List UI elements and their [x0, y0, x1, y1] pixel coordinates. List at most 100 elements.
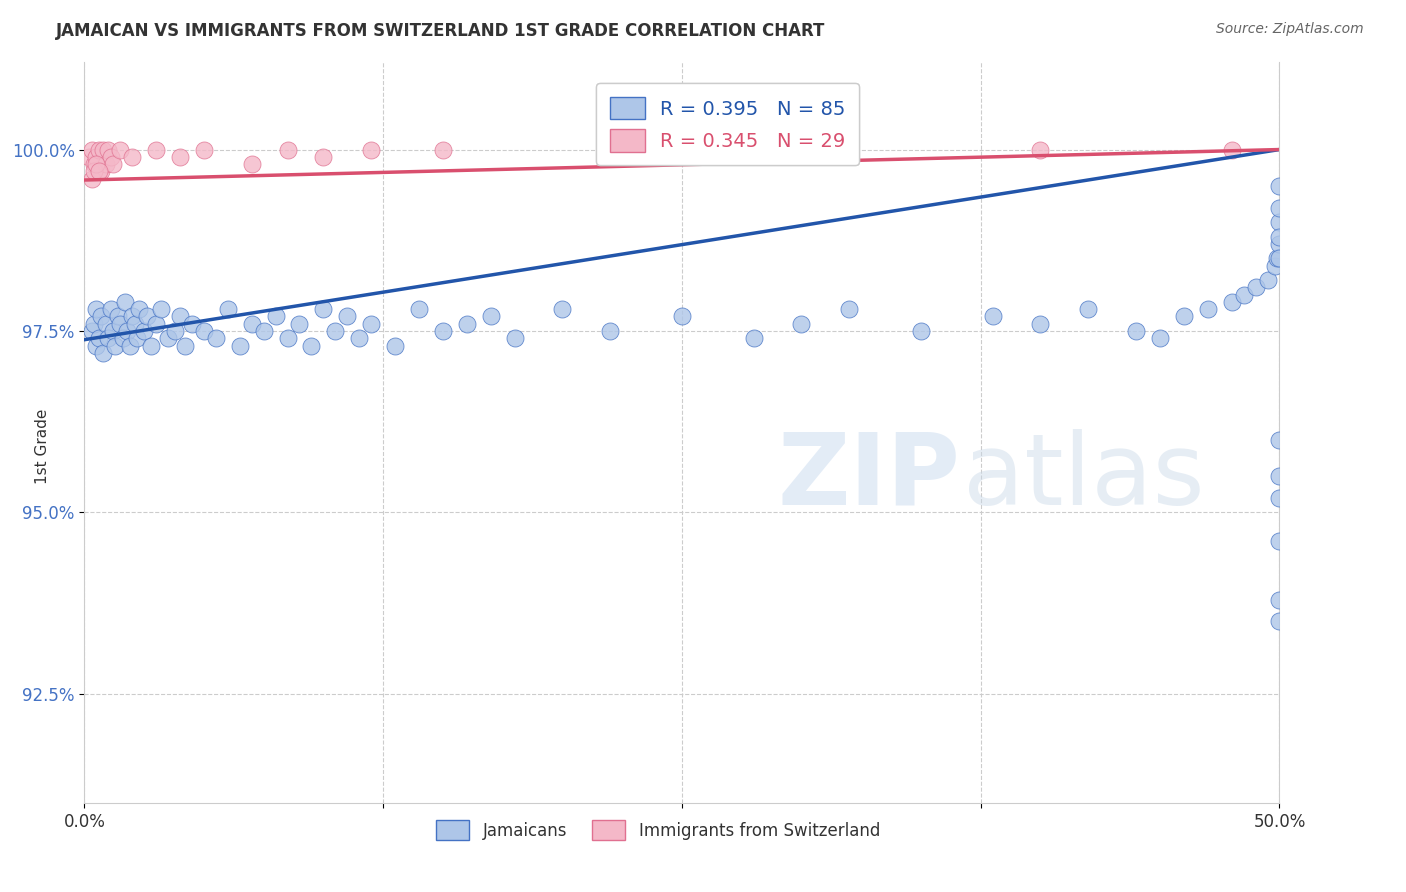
Point — [87, 143, 110, 157]
Point — [551, 302, 574, 317]
Point — [229, 338, 252, 352]
Point — [97, 331, 120, 345]
Point — [100, 302, 122, 317]
Point — [125, 331, 148, 345]
Point — [1220, 143, 1243, 157]
Point — [277, 331, 299, 345]
Point — [169, 310, 191, 324]
Point — [1268, 615, 1291, 629]
Point — [86, 150, 108, 164]
Point — [1268, 229, 1291, 244]
Point — [408, 302, 430, 317]
Point — [87, 331, 110, 345]
Point — [145, 143, 167, 157]
Point — [193, 324, 215, 338]
Point — [94, 317, 117, 331]
Point — [1268, 236, 1291, 251]
Point — [80, 324, 103, 338]
Point — [1125, 324, 1147, 338]
Point — [132, 324, 156, 338]
Point — [838, 143, 860, 157]
Point — [86, 302, 108, 317]
Point — [240, 157, 263, 171]
Point — [1077, 302, 1099, 317]
Point — [599, 324, 621, 338]
Point — [1233, 287, 1256, 301]
Point — [141, 338, 163, 352]
Point — [1268, 534, 1291, 549]
Point — [349, 331, 371, 345]
Point — [1257, 273, 1279, 287]
Point — [1268, 201, 1291, 215]
Point — [671, 310, 693, 324]
Point — [360, 317, 382, 331]
Point — [124, 317, 146, 331]
Point — [97, 143, 120, 157]
Point — [325, 324, 347, 338]
Text: 1st Grade: 1st Grade — [35, 409, 49, 483]
Point — [1268, 178, 1291, 193]
Point — [118, 338, 141, 352]
Point — [83, 317, 105, 331]
Point — [253, 324, 276, 338]
Point — [77, 150, 100, 164]
Point — [1268, 433, 1291, 447]
Point — [910, 324, 932, 338]
Text: ZIP: ZIP — [778, 428, 960, 525]
Point — [288, 317, 311, 331]
Point — [86, 338, 108, 352]
Point — [121, 150, 143, 164]
Text: JAMAICAN VS IMMIGRANTS FROM SWITZERLAND 1ST GRADE CORRELATION CHART: JAMAICAN VS IMMIGRANTS FROM SWITZERLAND … — [56, 22, 825, 40]
Point — [101, 324, 124, 338]
Point — [83, 164, 105, 178]
Point — [157, 331, 180, 345]
Point — [1220, 295, 1243, 310]
Point — [114, 295, 136, 310]
Point — [360, 143, 382, 157]
Point — [790, 317, 813, 331]
Point — [86, 157, 108, 171]
Point — [277, 143, 299, 157]
Point — [93, 345, 115, 359]
Point — [1268, 491, 1291, 505]
Point — [264, 310, 287, 324]
Point — [336, 310, 359, 324]
Point — [193, 143, 215, 157]
Point — [90, 164, 112, 178]
Point — [217, 302, 239, 317]
Point — [599, 143, 621, 157]
Point — [1265, 252, 1288, 266]
Point — [432, 143, 454, 157]
Point — [83, 157, 105, 171]
Point — [110, 143, 132, 157]
Point — [312, 302, 335, 317]
Point — [1197, 302, 1219, 317]
Point — [111, 331, 134, 345]
Point — [456, 317, 478, 331]
Point — [479, 310, 502, 324]
Point — [384, 338, 406, 352]
Point — [100, 150, 122, 164]
Point — [1268, 252, 1291, 266]
Point — [149, 302, 172, 317]
Point — [312, 150, 335, 164]
Point — [432, 324, 454, 338]
Point — [94, 157, 117, 171]
Point — [1268, 215, 1291, 229]
Point — [1173, 310, 1195, 324]
Point — [107, 310, 129, 324]
Point — [117, 324, 139, 338]
Point — [1268, 469, 1291, 483]
Point — [1264, 259, 1286, 273]
Point — [87, 164, 110, 178]
Point — [121, 310, 143, 324]
Point — [981, 310, 1004, 324]
Point — [205, 331, 228, 345]
Point — [173, 338, 195, 352]
Point — [110, 317, 132, 331]
Point — [80, 143, 103, 157]
Point — [165, 324, 187, 338]
Point — [169, 150, 191, 164]
Point — [1029, 317, 1052, 331]
Point — [838, 302, 860, 317]
